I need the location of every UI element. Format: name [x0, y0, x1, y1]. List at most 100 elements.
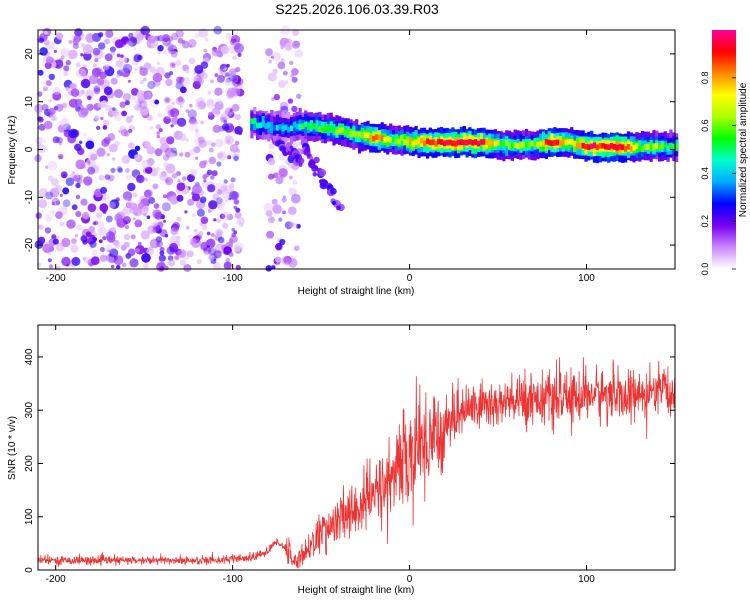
noise-blob [110, 227, 116, 232]
noise-blob [101, 100, 108, 107]
noise-blob [156, 62, 160, 65]
noise-blob [185, 138, 190, 142]
noise-blob [211, 142, 216, 148]
carrier-cell [626, 144, 631, 150]
carrier-cell [544, 139, 548, 151]
carrier-cell [660, 143, 664, 149]
noise-blob [216, 189, 223, 195]
noise-blob [156, 240, 164, 248]
y-tick-label: 10 [24, 96, 35, 108]
noise-blob [267, 72, 277, 82]
noise-blob [149, 238, 160, 249]
carrier-cell [440, 139, 444, 145]
noise-blob [196, 65, 202, 70]
carrier-cell [604, 143, 608, 150]
noise-blob [74, 39, 79, 44]
noise-blob [114, 112, 123, 121]
noise-blob [143, 189, 152, 198]
carrier-cell [417, 138, 421, 144]
carrier-cell [431, 139, 435, 145]
tail-blob [297, 157, 305, 165]
noise-blob [152, 183, 159, 190]
noise-blob [122, 216, 131, 225]
snr-x-label: Height of straight line (km) [298, 585, 415, 596]
noise-blob [271, 52, 281, 61]
noise-blob [83, 52, 92, 61]
noise-blob [112, 107, 116, 111]
noise-blob [55, 265, 62, 271]
carrier-cell [428, 139, 432, 146]
spectrogram-x-ticks: -200 -100 0 100 [46, 30, 595, 284]
noise-blob [223, 261, 232, 270]
carrier-cell [539, 141, 543, 147]
carrier-cell [621, 144, 625, 151]
noise-blob [63, 71, 69, 77]
noise-blob [164, 265, 169, 271]
noise-blob [135, 248, 140, 253]
noise-blob [212, 193, 220, 201]
noise-blob [152, 72, 163, 83]
carrier-cell [425, 138, 430, 145]
noise-blob [35, 136, 43, 145]
carrier-cell [284, 124, 288, 131]
noise-blob [190, 169, 198, 177]
noise-blob [200, 72, 208, 80]
carrier-cell [391, 136, 396, 143]
noise-blob [37, 144, 46, 154]
noise-blob [123, 93, 131, 101]
tail-blob [336, 205, 341, 211]
noise-blob [87, 166, 96, 175]
noise-blob [234, 126, 243, 135]
noise-blob [85, 89, 94, 99]
noise-blob [106, 153, 110, 157]
noise-blob [147, 225, 156, 234]
noise-blob [189, 103, 193, 108]
noise-blob [121, 155, 131, 164]
carrier-cell [669, 143, 673, 155]
noise-blob [208, 111, 214, 117]
carrier-cell [547, 139, 551, 146]
noise-blob [69, 83, 75, 89]
noise-blob [146, 215, 151, 219]
noise-blob [92, 47, 101, 56]
noise-blob [278, 168, 288, 178]
carrier-cell [491, 140, 495, 146]
carrier-cell [550, 133, 554, 146]
noise-blob [82, 44, 93, 55]
noise-blob [42, 241, 52, 251]
noise-blob [159, 250, 165, 256]
noise-blob [107, 133, 116, 141]
colorbar-tick-label: 0.4 [700, 167, 710, 180]
noise-blob [105, 215, 113, 223]
noise-blob [203, 159, 208, 165]
noise-blob [65, 86, 70, 91]
noise-blob [145, 166, 153, 174]
noise-blob [203, 179, 207, 183]
carrier-cell [609, 143, 614, 149]
noise-blob [59, 118, 70, 128]
noise-blob [163, 194, 167, 199]
noise-blob [75, 182, 81, 189]
noise-blob [80, 198, 88, 206]
noise-blob [157, 35, 164, 42]
carrier-cell [406, 139, 410, 146]
noise-blob [176, 194, 184, 202]
noise-blob [120, 67, 131, 78]
noise-blob [226, 63, 230, 68]
noise-blob [232, 41, 241, 50]
noise-blob [217, 236, 225, 244]
carrier-cell [482, 139, 486, 151]
noise-blob [65, 60, 72, 66]
carrier-cell [646, 144, 650, 150]
carrier-cell [304, 122, 308, 134]
noise-blob [230, 75, 239, 84]
carrier-cell [369, 135, 373, 141]
noise-blob [74, 233, 79, 238]
noise-blob [265, 48, 273, 57]
noise-blob [229, 183, 235, 189]
carrier-cell [343, 129, 347, 136]
x-tick-label: 100 [578, 273, 595, 284]
noise-blob [202, 174, 208, 180]
carrier-cell [624, 146, 628, 152]
noise-blob [163, 162, 169, 168]
